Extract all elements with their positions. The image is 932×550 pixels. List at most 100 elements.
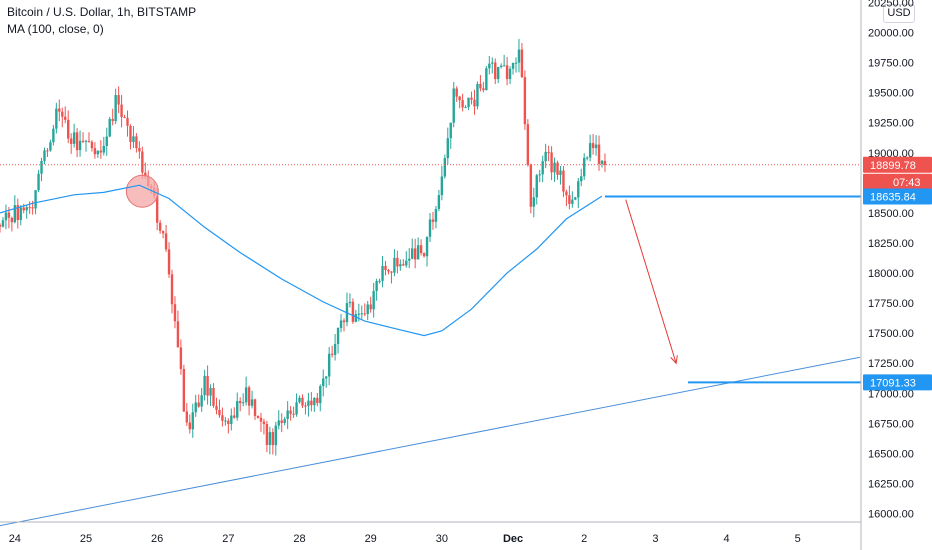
candle-body xyxy=(227,420,230,425)
candle-body xyxy=(96,150,100,155)
candle-body xyxy=(437,195,441,209)
candle-body xyxy=(461,100,464,108)
y-tick-label: 17000.00 xyxy=(868,388,914,400)
candle-body xyxy=(170,274,174,305)
candle-body xyxy=(173,304,177,322)
highlight-circle[interactable] xyxy=(125,174,159,208)
candle-body xyxy=(280,420,283,424)
candle-body xyxy=(61,111,64,117)
indicator-legend[interactable]: MA (100, close, 0) xyxy=(7,22,104,36)
candle-body xyxy=(405,260,408,266)
candle-body xyxy=(396,257,399,267)
candle-body xyxy=(322,378,325,387)
current-price-badge-bg xyxy=(863,156,932,173)
y-tick-label: 16000.00 xyxy=(868,509,914,521)
candle-body xyxy=(434,208,438,222)
candle-body xyxy=(538,174,541,176)
candle-body xyxy=(488,63,491,69)
candle-body xyxy=(144,172,147,177)
candle-body xyxy=(298,397,301,403)
candle-body xyxy=(482,88,485,91)
x-tick-label: 26 xyxy=(151,533,163,545)
candle-body xyxy=(138,148,141,152)
candle-body xyxy=(354,314,358,322)
candle-body xyxy=(603,160,607,165)
candle-body xyxy=(120,104,123,118)
candle-body xyxy=(325,376,328,379)
candle-body xyxy=(568,195,571,204)
currency-button[interactable]: USD xyxy=(883,4,915,23)
candle-body xyxy=(316,397,319,404)
candle-body xyxy=(310,400,313,406)
candle-body xyxy=(378,280,381,282)
candle-body xyxy=(49,142,52,151)
candle-body xyxy=(591,143,595,149)
level-price-badge: 18635.84 xyxy=(870,192,916,204)
candle-body xyxy=(0,224,2,227)
projection-arrow[interactable] xyxy=(625,199,677,364)
arrow-head xyxy=(670,355,678,365)
candle-body xyxy=(58,108,61,112)
candle-body xyxy=(250,399,254,406)
candle-body xyxy=(108,118,111,137)
candle-body xyxy=(81,140,85,142)
candle-body xyxy=(479,83,482,89)
candle-body xyxy=(67,119,70,139)
candle-body xyxy=(422,253,426,257)
candle-body xyxy=(16,205,19,220)
candle-body xyxy=(600,160,604,164)
candle-body xyxy=(244,387,248,403)
candle-body xyxy=(46,150,49,152)
candle-body xyxy=(230,415,233,425)
y-tick-label: 18000.00 xyxy=(868,268,914,280)
candle-body xyxy=(419,245,423,254)
candle-body xyxy=(580,176,583,182)
level-price-badge: 17091.33 xyxy=(870,377,916,389)
candle-body xyxy=(443,158,447,177)
candle-body xyxy=(375,281,378,292)
x-tick-label: 2 xyxy=(581,533,587,545)
candle-body xyxy=(19,207,22,220)
candle-body xyxy=(13,205,17,223)
candle-body xyxy=(366,304,369,315)
candle-body xyxy=(203,375,206,396)
candle-body xyxy=(123,117,126,119)
candle-body xyxy=(333,343,337,355)
moving-average-line[interactable] xyxy=(0,184,603,337)
candle-body xyxy=(52,128,55,143)
countdown-badge-bg xyxy=(863,173,932,190)
candle-body xyxy=(381,265,384,281)
candle-body xyxy=(126,117,129,126)
candle-body xyxy=(413,248,417,260)
candle-body xyxy=(194,402,197,413)
candle-body xyxy=(191,412,194,430)
candle-body xyxy=(10,217,14,223)
candle-body xyxy=(72,132,76,144)
candle-body xyxy=(132,136,135,142)
candle-body xyxy=(411,248,414,259)
candle-body xyxy=(440,176,444,196)
candle-body xyxy=(236,401,239,418)
candle-body xyxy=(55,108,58,129)
candle-body xyxy=(34,190,37,209)
candle-body xyxy=(526,124,530,165)
candle-body xyxy=(476,83,479,107)
candle-body xyxy=(233,415,236,418)
y-tick-label: 18500.00 xyxy=(868,208,914,220)
candle-body xyxy=(84,140,88,142)
candle-body xyxy=(535,175,538,198)
candle-body xyxy=(497,66,500,80)
candle-body xyxy=(372,291,375,310)
level-price-badge-bg xyxy=(863,374,932,391)
y-tick-label: 16250.00 xyxy=(868,479,914,491)
candle-body xyxy=(301,397,304,406)
trendline[interactable] xyxy=(0,356,861,527)
candle-body xyxy=(342,320,346,323)
candle-body xyxy=(473,99,476,107)
candle-body xyxy=(188,422,191,430)
x-tick-label: 24 xyxy=(9,533,21,545)
y-tick-label: 19250.00 xyxy=(868,118,914,130)
y-tick-label: 16500.00 xyxy=(868,448,914,460)
candle-body xyxy=(286,410,289,419)
